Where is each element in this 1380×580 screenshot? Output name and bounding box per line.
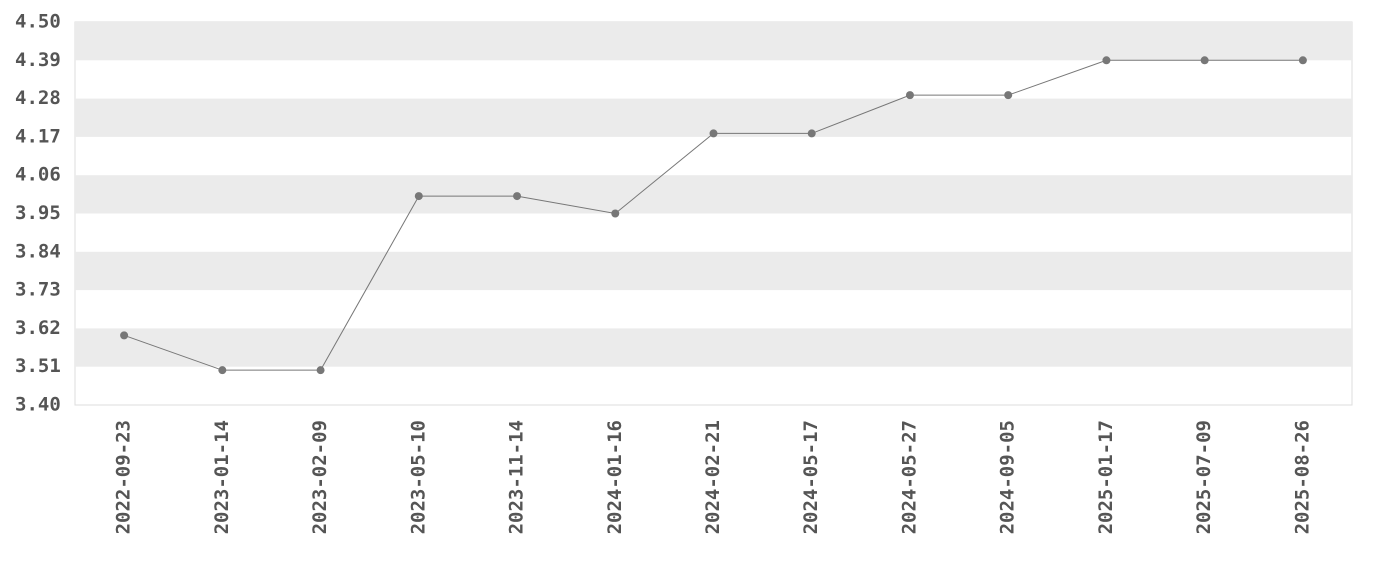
- point: [513, 192, 522, 201]
- x-tick-label: 2024-02-21: [702, 420, 724, 534]
- point: [611, 209, 620, 218]
- y-tick-label: 4.39: [15, 49, 61, 71]
- y-tick-label: 4.17: [15, 125, 61, 147]
- x-tick-label: 2025-01-17: [1095, 420, 1117, 534]
- point: [218, 366, 227, 375]
- x-tick-label: 2023-05-10: [407, 420, 429, 534]
- grid-band: [75, 175, 1352, 214]
- y-tick-label: 4.28: [15, 87, 61, 109]
- y-tick-label: 3.40: [15, 394, 61, 416]
- point: [414, 192, 423, 201]
- x-tick-label: 2023-02-09: [309, 420, 331, 534]
- grid-band: [75, 22, 1352, 61]
- y-tick-label: 3.95: [15, 202, 61, 224]
- x-tick-label: 2022-09-23: [113, 420, 135, 534]
- point: [1102, 56, 1111, 65]
- x-tick-label: 2024-09-05: [997, 420, 1019, 534]
- point: [1004, 91, 1013, 100]
- x-tick-label: 2025-07-09: [1193, 420, 1215, 534]
- point: [905, 91, 914, 100]
- x-tick-label: 2024-05-17: [800, 420, 822, 534]
- x-tick-label: 2023-01-14: [211, 420, 233, 534]
- y-tick-label: 3.62: [15, 317, 61, 339]
- point: [1200, 56, 1209, 65]
- point: [1298, 56, 1307, 65]
- y-tick-label: 3.84: [15, 240, 61, 262]
- point: [316, 366, 325, 375]
- point: [120, 331, 129, 340]
- point: [709, 129, 718, 138]
- grid-band: [75, 328, 1352, 367]
- x-tick-label: 2024-01-16: [604, 420, 626, 534]
- x-tick-label: 2025-08-26: [1291, 420, 1313, 534]
- y-tick-label: 4.50: [15, 11, 61, 33]
- x-tick-label: 2023-11-14: [506, 420, 528, 534]
- grid-band: [75, 251, 1352, 291]
- y-tick-label: 3.51: [15, 355, 61, 377]
- point: [807, 129, 816, 138]
- y-tick-label: 4.06: [15, 164, 61, 186]
- y-tick-label: 3.73: [15, 279, 61, 301]
- x-tick-label: 2024-05-27: [898, 420, 920, 534]
